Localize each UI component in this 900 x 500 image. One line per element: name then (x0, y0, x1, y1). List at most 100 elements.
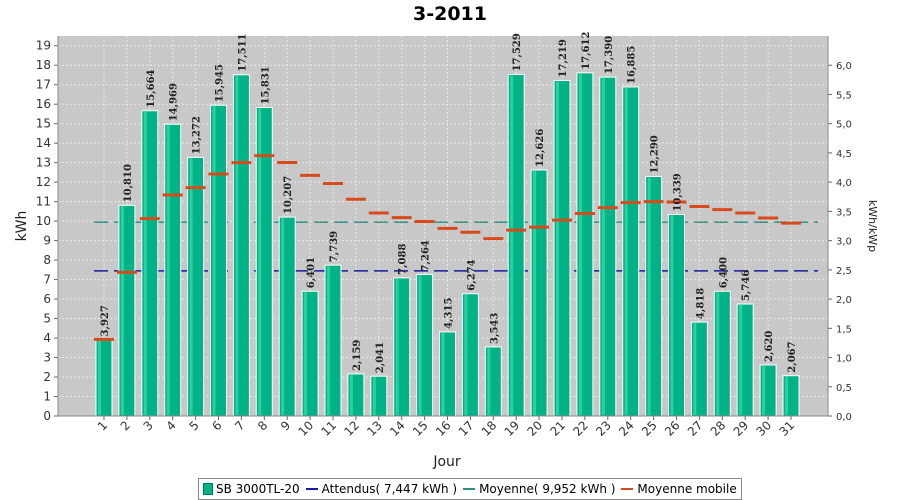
x-tick-label: 1 (95, 418, 110, 433)
value-label: 7,264 (421, 240, 432, 271)
bar-highlight (212, 106, 216, 416)
y-tick-label: 9 (43, 234, 51, 248)
bar-highlight (235, 75, 239, 415)
bar-highlight (693, 323, 697, 415)
bar-highlight (98, 340, 101, 415)
value-label: 3,927 (100, 305, 111, 336)
y2-tick-label: 6,0 (836, 61, 852, 72)
value-label: 10,339 (673, 173, 684, 211)
y-tick-label: 3 (43, 351, 51, 365)
y2-tick-label: 2,0 (836, 295, 852, 306)
bar-highlight (281, 218, 285, 415)
bar-highlight (762, 365, 766, 415)
y2-tick-label: 1,5 (836, 324, 852, 335)
value-label: 2,159 (352, 340, 363, 371)
bar-highlight (258, 108, 262, 415)
y2-tick-label: 4,0 (836, 178, 852, 189)
x-tick-label: 4 (164, 418, 179, 433)
x-tick-label: 28 (708, 418, 729, 439)
value-label: 7,739 (329, 231, 340, 262)
value-label: 15,831 (260, 66, 271, 104)
legend-item-moving-average: Moyenne mobile (621, 482, 737, 496)
x-tick-label: 10 (296, 418, 317, 439)
value-label: 12,290 (650, 135, 661, 173)
legend-item-expected: Attendus( 7,447 kWh ) (305, 482, 458, 496)
y2-tick-label: 1,0 (836, 354, 852, 365)
x-tick-label: 8 (255, 418, 270, 433)
x-axis-title: Jour (432, 454, 461, 470)
bar-highlight (739, 305, 743, 415)
value-label: 3,543 (489, 313, 500, 344)
x-tick-label: 7 (232, 418, 247, 433)
y-tick-label: 14 (36, 136, 51, 150)
value-label: 10,810 (123, 164, 134, 202)
legend-label-production: SB 3000TL-20 (216, 482, 300, 496)
bar-highlight (487, 347, 491, 415)
value-label: 6,401 (306, 257, 317, 288)
x-tick-label: 27 (685, 418, 706, 439)
value-label: 10,207 (283, 176, 294, 214)
bar-highlight (143, 111, 147, 416)
x-tick-label: 19 (502, 418, 523, 439)
x-tick-label: 9 (278, 418, 293, 433)
legend-item-average: Moyenne( 9,952 kWh ) (463, 482, 615, 496)
y2-tick-label: 0,5 (836, 383, 852, 394)
y-tick-label: 16 (36, 97, 51, 111)
bar-highlight (624, 87, 628, 415)
y2-tick-label: 3,0 (836, 237, 852, 248)
y-tick-label: 10 (36, 214, 51, 228)
y2-tick-label: 5,5 (836, 90, 852, 101)
bar-highlight (327, 266, 330, 415)
y-tick-label: 7 (43, 273, 51, 287)
x-tick-label: 29 (731, 418, 752, 439)
value-label: 15,664 (146, 69, 157, 107)
legend-label-moving-average: Moyenne mobile (637, 482, 737, 496)
bar-highlight (418, 275, 422, 415)
value-label: 15,945 (215, 64, 226, 102)
value-label: 7,088 (398, 244, 409, 275)
value-label: 2,620 (764, 331, 775, 362)
value-label: 17,612 (581, 31, 592, 69)
x-tick-label: 5 (186, 418, 201, 433)
bar-highlight (601, 78, 605, 415)
value-label: 2,041 (375, 342, 386, 373)
bar-highlight (533, 170, 537, 415)
x-tick-label: 25 (639, 418, 660, 439)
x-tick-label: 30 (754, 418, 775, 439)
bar-highlight (578, 73, 582, 415)
legend-swatch-expected (305, 488, 318, 490)
bar-highlight (556, 81, 559, 415)
value-label: 17,390 (604, 36, 615, 74)
y2-tick-label: 3,5 (836, 207, 852, 218)
y-axis-title: kWh (14, 211, 30, 242)
y-tick-label: 17 (36, 78, 51, 92)
value-label: 4,315 (444, 298, 455, 329)
y-tick-label: 0 (43, 409, 51, 423)
value-label: 5,746 (741, 270, 752, 301)
legend-label-expected: Attendus( 7,447 kWh ) (321, 482, 458, 496)
x-tick-label: 31 (776, 418, 797, 439)
value-label: 14,969 (169, 83, 180, 121)
y-tick-label: 18 (36, 58, 51, 72)
legend: SB 3000TL-20 Attendus( 7,447 kWh ) Moyen… (198, 478, 742, 500)
bar-highlight (349, 374, 353, 415)
bar-highlight (441, 332, 445, 415)
bar-highlight (464, 294, 468, 415)
y2-axis-title: kWh/kWp (866, 200, 879, 252)
x-tick-label: 18 (479, 418, 500, 439)
bar-highlight (304, 292, 308, 415)
x-tick-label: 22 (570, 418, 591, 439)
bar-highlight (166, 125, 170, 415)
x-tick-label: 13 (364, 418, 385, 439)
x-tick-label: 16 (433, 418, 454, 439)
value-label: 17,529 (512, 33, 523, 71)
y-tick-label: 2 (43, 370, 51, 384)
value-label: 13,272 (192, 116, 203, 154)
legend-label-average: Moyenne( 9,952 kWh ) (479, 482, 616, 496)
x-tick-label: 20 (525, 418, 546, 439)
x-tick-label: 15 (410, 418, 431, 439)
x-tick-label: 2 (118, 418, 133, 433)
y-tick-label: 15 (36, 117, 51, 131)
y-tick-label: 4 (43, 331, 51, 345)
